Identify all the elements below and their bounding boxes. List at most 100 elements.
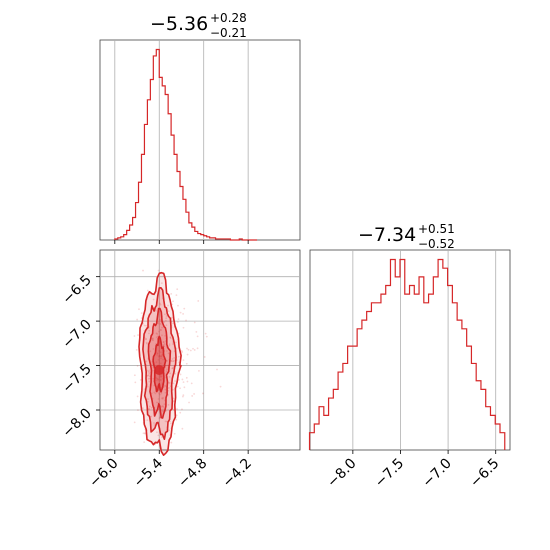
sample-point [140, 312, 143, 315]
sample-point [177, 318, 180, 321]
sample-point [159, 303, 162, 306]
sample-point [182, 313, 185, 315]
x-tick-label: −8.0 [324, 456, 359, 491]
hist-outline [308, 258, 506, 450]
sample-point [175, 414, 178, 417]
sample-point [182, 381, 185, 383]
sample-point [203, 356, 206, 358]
sample-point [151, 363, 154, 366]
sample-point [158, 350, 161, 352]
sample-point [135, 348, 138, 351]
sample-point [172, 300, 174, 303]
hist-outline [114, 48, 258, 241]
sample-point [162, 341, 165, 343]
sample-point [146, 342, 148, 345]
sample-point [156, 352, 159, 355]
sample-point [148, 380, 151, 383]
panel-frame [309, 249, 511, 451]
sample-point [158, 318, 161, 321]
sample-point [193, 349, 196, 351]
density-contour [147, 307, 172, 419]
sample-point [137, 334, 139, 336]
sample-point [172, 400, 175, 403]
sample-point [171, 367, 174, 369]
sample-point [166, 368, 168, 371]
sample-point [172, 397, 175, 400]
sample-point [153, 422, 155, 424]
sample-point [145, 324, 147, 327]
sample-point [155, 377, 158, 380]
sample-point [147, 374, 150, 377]
sample-point [159, 351, 162, 354]
sample-point [170, 316, 173, 319]
x-tick-label: −7.5 [372, 456, 407, 491]
sample-point [150, 415, 153, 418]
sample-point [145, 337, 147, 340]
sample-point [151, 338, 154, 341]
sample-point [143, 324, 146, 327]
sample-point [138, 308, 140, 311]
sample-point [181, 408, 183, 411]
sample-point [164, 391, 167, 394]
sample-point [176, 408, 178, 410]
sample-point [182, 394, 185, 397]
sample-point [159, 323, 162, 325]
sample-point [183, 386, 186, 389]
sample-point [186, 347, 188, 350]
histogram-panel-x: −5.36 +0.28 −0.21 [99, 11, 301, 244]
sample-point [179, 311, 182, 314]
sample-point [179, 387, 181, 390]
sample-point [142, 432, 145, 435]
sample-point [146, 289, 149, 292]
sample-point [188, 401, 190, 404]
sample-point [146, 385, 149, 388]
sample-point [156, 401, 158, 404]
sample-point [196, 335, 199, 338]
sample-point [155, 361, 158, 364]
sample-point [143, 441, 146, 444]
sample-point [205, 335, 208, 338]
y-tick-label: −7.5 [59, 361, 94, 396]
sample-point [162, 345, 165, 347]
sample-point [145, 341, 148, 344]
sample-point [165, 324, 168, 327]
sample-point [170, 292, 173, 295]
sample-point [196, 347, 199, 350]
density-panel: −6.0 −5.4 −4.8 −4.2 −6.5 −7.0 −7.5 −8.0 [59, 249, 301, 491]
sample-point [148, 407, 151, 410]
sample-point [158, 354, 161, 357]
density-contour [152, 335, 167, 393]
sample-point [139, 378, 142, 381]
sample-point [149, 369, 151, 372]
sample-point [160, 355, 163, 358]
sample-point [169, 337, 172, 339]
sample-point [163, 403, 166, 405]
sample-point [157, 398, 160, 400]
sample-point [169, 372, 172, 375]
sample-point [171, 343, 174, 345]
sample-point [147, 369, 149, 372]
sample-point [157, 322, 160, 325]
sample-point [157, 378, 160, 381]
sample-point [156, 377, 159, 380]
sample-point [163, 313, 166, 316]
sample-point [173, 432, 176, 435]
sample-point [136, 395, 139, 398]
sample-point [156, 354, 159, 356]
sample-point [153, 424, 156, 426]
sample-point [178, 355, 180, 358]
sample-point [165, 317, 168, 320]
sample-point [185, 376, 188, 379]
sample-point [177, 379, 180, 381]
sample-point [163, 384, 166, 387]
title-lower: −0.52 [418, 237, 455, 251]
sample-point [147, 371, 150, 373]
sample-point [160, 375, 163, 378]
sample-point [144, 432, 146, 435]
sample-point [159, 378, 162, 381]
sample-point [168, 344, 171, 347]
sample-point [195, 330, 198, 333]
sample-point [154, 392, 157, 395]
sample-point [159, 376, 162, 379]
sample-point [164, 334, 166, 337]
